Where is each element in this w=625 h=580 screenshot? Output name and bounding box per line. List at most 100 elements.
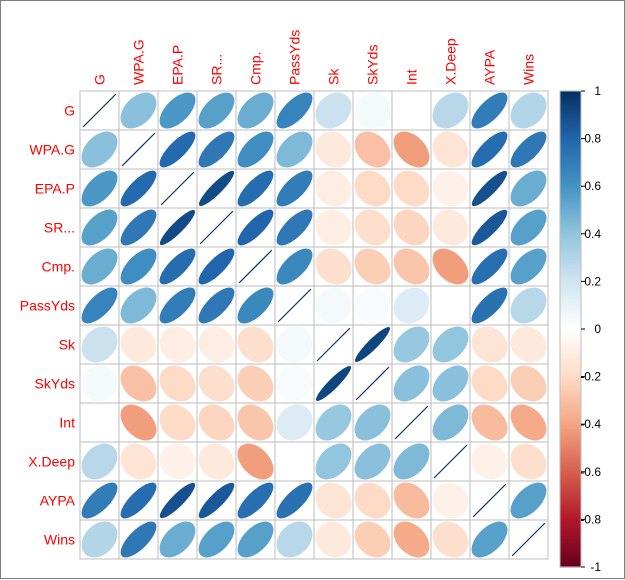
cell-SkYds-X.Deep: [430, 363, 471, 404]
cell-AYPA-PassYds: [274, 480, 315, 521]
cell-Cmp.-Int: [391, 246, 432, 287]
cell-SkYds-AYPA: [469, 363, 510, 404]
cell-Int-SkYds: [352, 402, 393, 443]
colorbar-tick-label: 0.6: [584, 179, 601, 193]
cell-Wins-Wins: [508, 519, 549, 560]
cell-WPA.G-Sk: [313, 129, 354, 170]
cell-G-AYPA: [469, 90, 510, 131]
cell-EPA.P-Sk: [313, 168, 354, 209]
colorbar-tick-label: -0.2: [580, 370, 601, 384]
cell-SR...-SR...: [196, 207, 237, 248]
cell-PassYds-WPA.G: [118, 285, 159, 326]
col-label-EPA.P: EPA.P: [170, 45, 186, 85]
cell-EPA.P-G: [79, 168, 120, 209]
cell-Cmp.-PassYds: [274, 246, 315, 287]
cell-G-SR...: [196, 90, 237, 131]
row-label-G: G: [64, 103, 75, 119]
cell-Cmp.-X.Deep: [430, 246, 471, 287]
cell-WPA.G-G: [79, 129, 120, 170]
cell-Wins-X.Deep: [430, 519, 471, 560]
col-label-Sk: Sk: [326, 68, 342, 85]
cell-WPA.G-AYPA: [469, 129, 510, 170]
cell-Cmp.-Sk: [313, 246, 354, 287]
cell-SkYds-Wins: [508, 363, 549, 404]
cell-Int-Cmp.: [235, 402, 276, 443]
cell-PassYds-Int: [391, 285, 432, 326]
cell-EPA.P-AYPA: [469, 168, 510, 209]
cell-Sk-X.Deep: [430, 324, 471, 365]
cell-Sk-Wins: [508, 324, 549, 365]
cell-Cmp.-Wins: [508, 246, 549, 287]
cell-X.Deep-Cmp.: [235, 441, 276, 482]
cell-Sk-AYPA: [469, 324, 510, 365]
cell-EPA.P-Cmp.: [235, 168, 276, 209]
colorbar-tick-label: 0.2: [584, 274, 601, 288]
cell-G-SkYds: [352, 90, 393, 131]
cell-Int-Wins: [508, 402, 549, 443]
cell-SkYds-Int: [391, 363, 432, 404]
cell-AYPA-EPA.P: [157, 480, 198, 521]
cell-SR...-PassYds: [274, 207, 315, 248]
col-label-SR...: SR...: [209, 54, 225, 85]
cell-AYPA-Wins: [508, 480, 549, 521]
col-label-X.Deep: X.Deep: [443, 38, 459, 85]
cell-X.Deep-G: [79, 441, 120, 482]
cell-X.Deep-Int: [391, 441, 432, 482]
cell-Wins-WPA.G: [118, 519, 159, 560]
cell-Wins-EPA.P: [157, 519, 198, 560]
cell-Cmp.-SkYds: [352, 246, 393, 287]
cell-SkYds-SkYds: [352, 363, 393, 404]
cell-WPA.G-WPA.G: [118, 129, 159, 170]
cell-Int-X.Deep: [430, 402, 471, 443]
cell-WPA.G-SkYds: [352, 129, 393, 170]
cell-EPA.P-Int: [391, 168, 432, 209]
cell-EPA.P-SkYds: [352, 168, 393, 209]
cell-Wins-SkYds: [352, 519, 393, 560]
cell-AYPA-Int: [391, 480, 432, 521]
cell-WPA.G-X.Deep: [430, 129, 471, 170]
cell-PassYds-EPA.P: [157, 285, 198, 326]
cell-Cmp.-EPA.P: [157, 246, 198, 287]
cell-SR...-Sk: [313, 207, 354, 248]
cell-PassYds-AYPA: [469, 285, 510, 326]
col-label-Cmp.: Cmp.: [248, 52, 264, 85]
col-label-AYPA: AYPA: [482, 49, 498, 85]
row-label-Int: Int: [59, 415, 75, 431]
colorbar-tick-label: -0.4: [580, 417, 601, 431]
cell-Int-PassYds: [274, 402, 315, 443]
cell-AYPA-AYPA: [469, 480, 510, 521]
cell-G-PassYds: [274, 90, 315, 131]
cell-X.Deep-AYPA: [469, 441, 510, 482]
cell-SR...-X.Deep: [430, 207, 471, 248]
colorbar-tick-label: -1: [590, 560, 601, 574]
cell-G-Sk: [313, 90, 354, 131]
cell-SR...-Cmp.: [235, 207, 276, 248]
cell-G-Wins: [508, 90, 549, 131]
cell-SkYds-EPA.P: [157, 363, 198, 404]
cell-SkYds-PassYds: [274, 363, 315, 404]
cell-AYPA-SR...: [196, 480, 237, 521]
cell-SR...-Wins: [508, 207, 549, 248]
col-label-Wins: Wins: [521, 54, 537, 85]
cell-AYPA-Sk: [313, 480, 354, 521]
row-label-X.Deep: X.Deep: [28, 454, 75, 470]
cell-AYPA-G: [79, 480, 120, 521]
cell-G-Int: [391, 90, 432, 131]
cell-AYPA-X.Deep: [430, 480, 471, 521]
cell-X.Deep-EPA.P: [157, 441, 198, 482]
row-label-SkYds: SkYds: [35, 376, 75, 392]
cell-WPA.G-SR...: [196, 129, 237, 170]
cell-PassYds-X.Deep: [430, 285, 471, 326]
cell-Sk-G: [79, 324, 120, 365]
cell-PassYds-SR...: [196, 285, 237, 326]
cell-X.Deep-Wins: [508, 441, 549, 482]
cell-Sk-SkYds: [352, 324, 393, 365]
cell-Int-WPA.G: [118, 402, 159, 443]
cell-SkYds-SR...: [196, 363, 237, 404]
cell-Int-EPA.P: [157, 402, 198, 443]
row-label-Wins: Wins: [44, 532, 75, 548]
row-label-WPA.G: WPA.G: [29, 142, 75, 158]
cell-PassYds-Cmp.: [235, 285, 276, 326]
cell-Sk-Cmp.: [235, 324, 276, 365]
